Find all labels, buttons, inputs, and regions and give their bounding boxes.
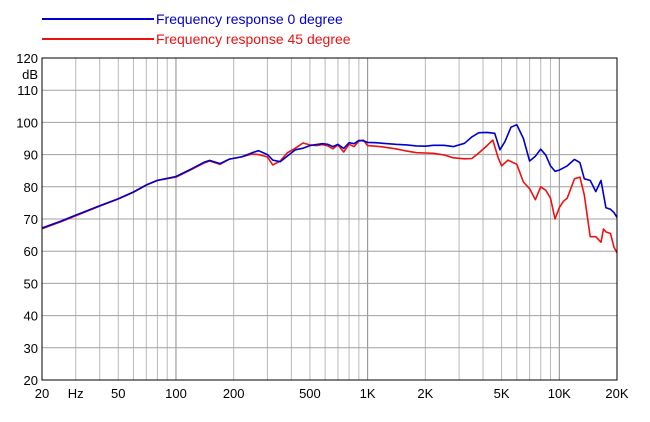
x-tick-label: 2K [417,386,433,401]
y-axis-tick-labels: 20 30 40 50 60 70 80 90 100 110 120 [16,51,38,388]
x-tick-label: 5K [494,386,510,401]
x-tick-label: 100 [165,386,187,401]
y-tick-label: 90 [24,148,38,163]
legend: Frequency response 0 degree Frequency res… [42,11,351,47]
y-tick-label: 120 [16,51,38,66]
y-tick-label: 40 [24,309,38,324]
legend-label: Frequency response 45 degree [156,31,351,47]
x-tick-label: 200 [223,386,245,401]
x-axis-tick-labels: 20 Hz 50 100 200 500 1K 2K 5K 10K 20K [35,386,629,401]
y-tick-label: 50 [24,276,38,291]
plot-frame [41,57,618,381]
major-grid [42,58,617,380]
x-tick-label: 20 [35,386,49,401]
x-tick-label: 50 [111,386,125,401]
x-tick-label: 1K [360,386,376,401]
y-tick-label: 70 [24,212,38,227]
y-axis-unit-label: dB [22,67,38,82]
series-line-0-degree [41,123,618,229]
x-tick-label: 10K [548,386,571,401]
y-tick-label: 80 [24,180,38,195]
series-layer [41,123,618,254]
x-tick-label: 500 [299,386,321,401]
x-tick-label: Hz [68,386,84,401]
y-tick-label: 60 [24,244,38,259]
y-tick-label: 110 [17,83,38,98]
legend-label: Frequency response 0 degree [156,11,343,27]
y-tick-label: 20 [24,373,38,388]
y-tick-label: 30 [24,341,38,356]
x-tick-label: 20K [605,386,628,401]
y-tick-label: 100 [16,115,38,130]
